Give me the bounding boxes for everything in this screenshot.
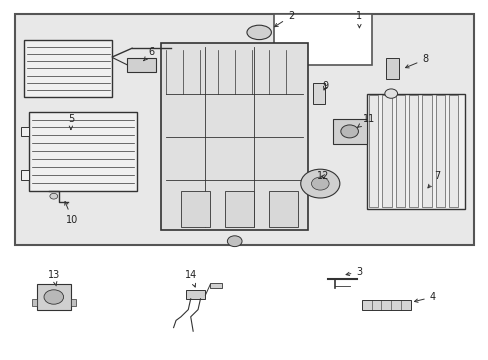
Circle shape (227, 236, 242, 247)
Bar (332, 119, 366, 144)
Bar (20, 127, 29, 136)
Bar (382, 95, 391, 207)
Bar (210, 283, 222, 288)
Text: 13: 13 (47, 270, 60, 286)
Bar (24, 40, 112, 97)
Ellipse shape (246, 25, 271, 40)
Text: 14: 14 (184, 270, 197, 287)
Bar (361, 300, 410, 310)
Text: 4: 4 (414, 292, 435, 302)
Bar (15, 14, 473, 245)
Circle shape (384, 89, 397, 98)
Text: 9: 9 (322, 81, 327, 91)
Bar (20, 170, 29, 180)
Text: 2: 2 (274, 11, 293, 27)
Bar (422, 95, 431, 207)
Bar (71, 299, 76, 306)
Text: 5: 5 (68, 114, 74, 130)
Bar (395, 95, 404, 207)
Bar (29, 112, 137, 191)
Bar (273, 14, 371, 65)
Text: 1: 1 (356, 11, 362, 28)
Text: 8: 8 (405, 54, 427, 68)
Bar (32, 299, 37, 306)
Bar (408, 95, 417, 207)
Bar (185, 290, 205, 299)
Text: 6: 6 (143, 47, 154, 61)
Circle shape (300, 169, 339, 198)
Bar (127, 58, 156, 72)
Bar (224, 191, 254, 227)
Bar (37, 284, 71, 310)
Circle shape (340, 125, 358, 138)
Circle shape (50, 193, 58, 199)
Text: 3: 3 (346, 267, 362, 277)
Circle shape (311, 177, 328, 190)
Bar (181, 191, 210, 227)
Bar (448, 95, 457, 207)
Circle shape (44, 290, 63, 304)
Bar (435, 95, 444, 207)
Bar (161, 43, 307, 230)
Text: 11: 11 (357, 114, 375, 127)
Text: 12: 12 (316, 171, 328, 181)
Bar (312, 83, 325, 104)
Bar (368, 95, 378, 207)
Text: 10: 10 (64, 202, 79, 225)
Bar (268, 191, 298, 227)
Bar (386, 58, 398, 79)
Bar (366, 94, 464, 209)
Text: 7: 7 (427, 171, 440, 188)
